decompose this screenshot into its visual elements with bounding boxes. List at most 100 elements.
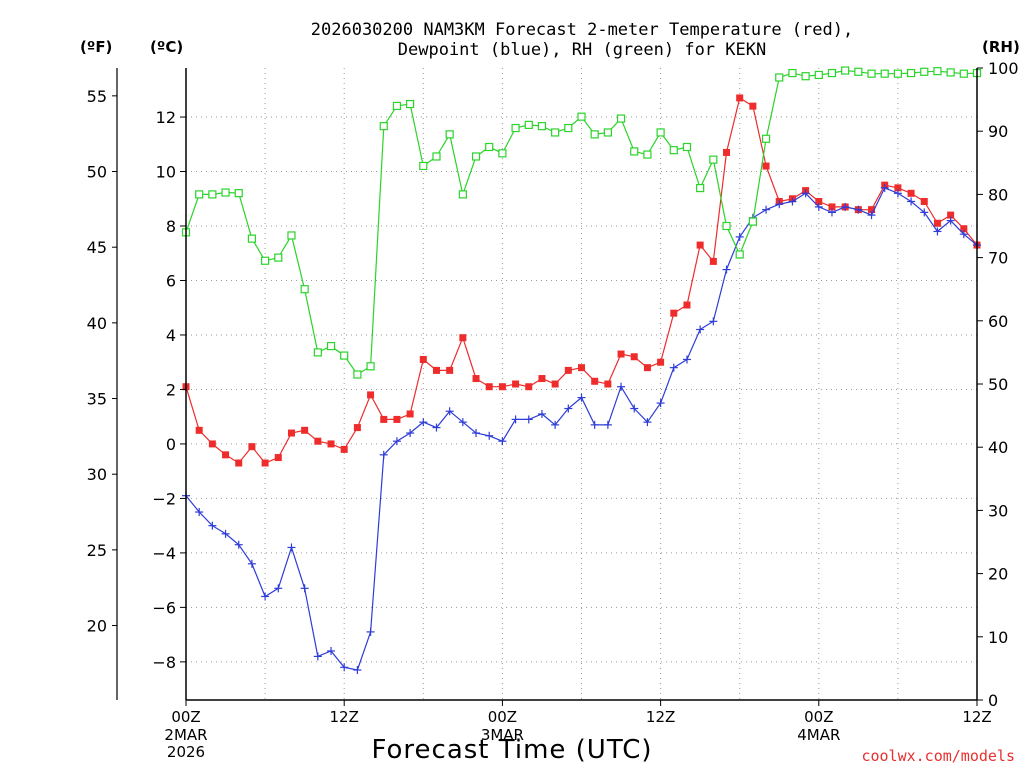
dewpoint-point xyxy=(603,420,612,429)
temperature-point xyxy=(670,309,678,317)
rh-point xyxy=(761,134,771,143)
dewpoint-point xyxy=(630,404,639,413)
x-tick-label: 12Z xyxy=(330,708,359,726)
temperature-point xyxy=(960,225,968,233)
rh-point xyxy=(827,68,837,78)
rh-tick-label: 0 xyxy=(988,691,998,710)
temperature-point xyxy=(208,440,216,448)
rh-tick-label: 50 xyxy=(988,375,1008,394)
dewpoint-point xyxy=(472,429,481,438)
rh-point xyxy=(551,128,560,137)
rh-point xyxy=(775,73,784,82)
temperature-point xyxy=(578,364,585,372)
celsius-tick-label: 0 xyxy=(166,435,176,454)
rh-tick-label: 70 xyxy=(988,249,1008,268)
rh-point xyxy=(392,101,402,111)
temperature-point xyxy=(340,445,348,453)
fahrenheit-tick-label: 45 xyxy=(87,238,107,257)
dewpoint-point xyxy=(537,409,546,418)
rh-point xyxy=(906,68,916,78)
dewpoint-point xyxy=(340,663,349,672)
temperature-point xyxy=(222,451,230,459)
rh-point xyxy=(814,70,823,80)
x-tick-label: 00Z xyxy=(804,708,833,726)
x-tick-sublabel: 2026 xyxy=(167,743,205,761)
celsius-tick-label: 2 xyxy=(166,380,176,399)
dewpoint-point xyxy=(300,584,309,593)
temperature-point xyxy=(446,366,454,374)
dewpoint-point xyxy=(735,232,744,241)
rh-tick-label: 90 xyxy=(988,122,1008,141)
dewpoint-point xyxy=(946,216,955,225)
temperature-point xyxy=(815,197,823,205)
dewpoint-point xyxy=(432,423,441,432)
temperature-point xyxy=(907,189,915,197)
celsius-tick-label: 12 xyxy=(156,108,176,127)
rh-point xyxy=(511,123,520,133)
rh-point xyxy=(801,72,810,81)
fahrenheit-tick-label: 40 xyxy=(87,314,107,333)
dewpoint-point xyxy=(327,646,336,655)
temperature-point xyxy=(630,353,638,361)
temperature-point xyxy=(512,380,520,388)
fahrenheit-tick-label: 30 xyxy=(87,465,107,484)
temperature-point xyxy=(406,410,414,418)
rh-point xyxy=(524,120,533,129)
dewpoint-point xyxy=(669,363,678,372)
fahrenheit-tick-label: 35 xyxy=(87,390,107,409)
dewpoint-point xyxy=(287,543,296,552)
dewpoint-point xyxy=(656,399,665,408)
dewpoint-point xyxy=(564,404,573,413)
dewpoint-point xyxy=(524,415,533,424)
dewpoint-point xyxy=(208,521,217,530)
dewpoint-point xyxy=(709,317,718,326)
temperature-point xyxy=(314,437,322,445)
rh-point xyxy=(353,370,362,379)
dewpoint-point xyxy=(907,197,916,206)
rh-point xyxy=(445,130,454,139)
celsius-tick-label: −4 xyxy=(152,544,176,563)
temperature-point xyxy=(432,366,440,374)
temperature-point xyxy=(947,211,955,219)
temperature-point xyxy=(894,184,902,192)
rh-point xyxy=(616,114,626,123)
credit-text: coolwx.com/models xyxy=(861,747,1015,765)
rh-point xyxy=(274,253,283,262)
rh-tick-label: 100 xyxy=(988,59,1019,78)
x-tick-sublabel: 2MAR xyxy=(164,726,207,744)
dewpoint-point xyxy=(788,197,797,206)
dewpoint-point xyxy=(406,429,415,438)
dewpoint-point xyxy=(379,450,388,459)
rh-point xyxy=(300,285,309,294)
dewpoint-point xyxy=(551,420,560,429)
celsius-tick-label: −2 xyxy=(152,489,176,508)
temperature-point xyxy=(485,383,493,391)
temperature-point xyxy=(723,148,731,156)
x-tick-label: 00Z xyxy=(488,708,517,726)
rh-point xyxy=(590,130,599,139)
rh-point xyxy=(208,190,217,199)
rh-point xyxy=(722,221,731,231)
rh-tick-label: 30 xyxy=(988,501,1008,520)
x-tick-sublabel: 4MAR xyxy=(797,726,840,744)
temperature-point xyxy=(920,197,928,205)
chart-title-line-2: Dewpoint (blue), RH (green) for KEKN xyxy=(398,40,766,60)
temperature-point xyxy=(749,102,757,110)
temperature-point xyxy=(551,380,559,388)
rh-point xyxy=(643,150,652,159)
rh-point xyxy=(959,69,968,78)
dewpoint-point xyxy=(814,202,823,211)
rh-tick-label: 10 xyxy=(988,628,1008,647)
dewpoint-point xyxy=(920,208,929,217)
temperature-point xyxy=(367,391,375,399)
temperature-point xyxy=(683,301,691,309)
rh-point xyxy=(261,256,270,265)
temperature-point xyxy=(248,443,256,451)
temperature-point xyxy=(696,241,704,249)
rh-unit-label: (RH) xyxy=(982,38,1020,56)
rh-point xyxy=(326,341,336,351)
x-tick-label: 12Z xyxy=(962,708,991,726)
rh-point xyxy=(287,231,296,240)
celsius-tick-label: 4 xyxy=(166,326,176,345)
rh-point xyxy=(247,234,257,243)
